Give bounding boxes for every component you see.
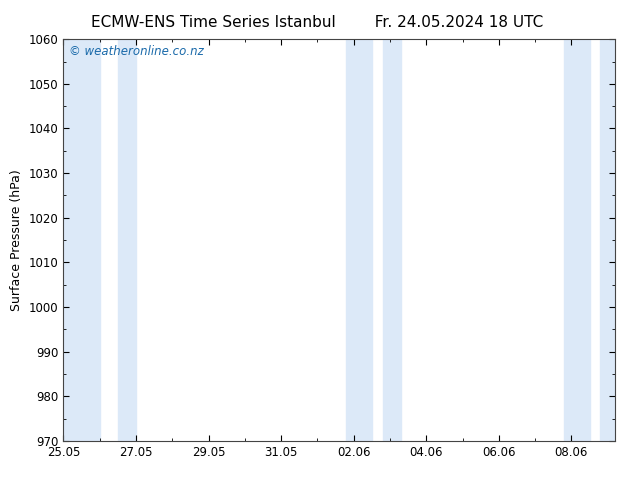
Bar (63, 39, 100, 441)
Bar (600, 39, 615, 441)
Text: © weatheronline.co.nz: © weatheronline.co.nz (69, 45, 204, 58)
Bar (383, 39, 401, 441)
Text: ECMW-ENS Time Series Istanbul        Fr. 24.05.2024 18 UTC: ECMW-ENS Time Series Istanbul Fr. 24.05.… (91, 15, 543, 30)
Bar (346, 39, 372, 441)
Y-axis label: Surface Pressure (hPa): Surface Pressure (hPa) (10, 169, 23, 311)
Bar (118, 39, 136, 441)
Bar (564, 39, 590, 441)
